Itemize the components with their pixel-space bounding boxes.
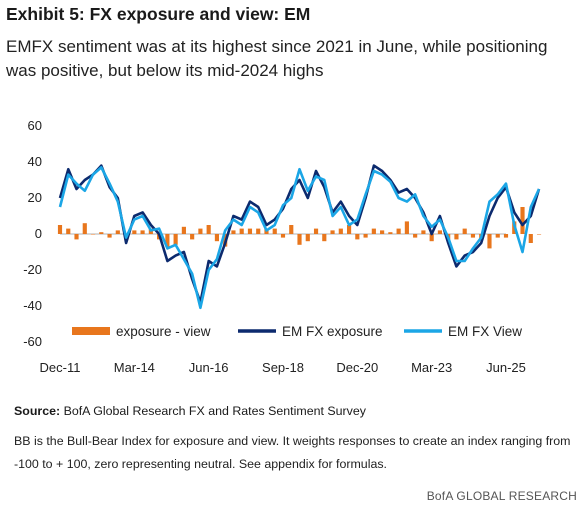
bar-exposure-minus-view bbox=[99, 232, 104, 234]
bar-exposure-minus-view bbox=[338, 228, 343, 234]
bar-exposure-minus-view bbox=[231, 230, 236, 234]
bar-exposure-minus-view bbox=[165, 234, 170, 247]
bar-exposure-minus-view bbox=[520, 207, 525, 234]
legend-em-fx-exposure-label: EM FX exposure bbox=[282, 324, 383, 339]
legend-exposure-minus-view-swatch bbox=[72, 327, 110, 335]
bar-exposure-minus-view bbox=[115, 230, 120, 234]
bar-exposure-minus-view bbox=[280, 234, 286, 238]
legend-em-fx-view-label: EM FX View bbox=[448, 324, 522, 339]
x-tick-label: Dec-20 bbox=[336, 360, 378, 375]
bar-exposure-minus-view bbox=[487, 234, 492, 249]
bar-exposure-minus-view bbox=[322, 234, 327, 242]
bar-exposure-minus-view bbox=[90, 234, 96, 235]
legend-exposure-minus-view-label: exposure - view bbox=[116, 324, 211, 339]
bar-exposure-minus-view bbox=[330, 230, 335, 234]
bar-exposure-minus-view bbox=[495, 234, 500, 238]
bar-exposure-minus-view bbox=[82, 223, 87, 234]
bar-exposure-minus-view bbox=[355, 234, 360, 240]
bar-exposure-minus-view bbox=[528, 234, 533, 243]
y-tick-label: -20 bbox=[23, 262, 42, 277]
bar-exposure-minus-view bbox=[272, 228, 277, 234]
bar-exposure-minus-view bbox=[190, 234, 195, 240]
x-tick-label: Dec-11 bbox=[40, 360, 81, 375]
x-tick-label: Jun-25 bbox=[486, 360, 526, 375]
bar-exposure-minus-view bbox=[454, 234, 459, 240]
x-tick-label: Mar-23 bbox=[411, 360, 452, 375]
bar-exposure-minus-view bbox=[206, 225, 211, 234]
bar-exposure-minus-view bbox=[437, 230, 443, 234]
x-tick-label: Mar-14 bbox=[114, 360, 155, 375]
bar-exposure-minus-view bbox=[297, 234, 302, 245]
bar-exposure-minus-view bbox=[57, 225, 63, 234]
bar-exposure-minus-view bbox=[181, 226, 186, 234]
bar-exposure-minus-view bbox=[173, 234, 178, 245]
bar-exposure-minus-view bbox=[404, 221, 409, 234]
bar-exposure-minus-view bbox=[371, 228, 376, 234]
y-tick-label: 20 bbox=[28, 190, 42, 205]
bar-exposure-minus-view bbox=[421, 230, 426, 234]
bar-exposure-minus-view bbox=[503, 234, 509, 238]
bar-exposure-minus-view bbox=[247, 228, 253, 234]
bar-exposure-minus-view bbox=[363, 234, 368, 238]
series-line-em-fx-exposure bbox=[58, 164, 541, 304]
y-tick-label: -40 bbox=[23, 298, 42, 313]
bar-exposure-minus-view bbox=[289, 225, 294, 234]
bar-exposure-minus-view bbox=[140, 230, 145, 234]
bar-exposure-minus-view bbox=[346, 225, 352, 234]
x-tick-label: Jun-16 bbox=[189, 360, 229, 375]
methodology-note: BB is the Bull-Bear Index for exposure a… bbox=[14, 434, 571, 471]
bar-exposure-minus-view bbox=[256, 228, 261, 234]
bar-exposure-minus-view bbox=[66, 228, 71, 234]
y-tick-label: 60 bbox=[28, 118, 42, 133]
bar-exposure-minus-view bbox=[239, 228, 244, 234]
fx-exposure-chart: 60 40 20 0 -20 -40 -60 Dec-11 Mar-14 Jun-16 Sep-18… bbox=[23, 118, 542, 375]
bar-exposure-minus-view bbox=[107, 234, 112, 238]
bar-exposure-minus-view bbox=[313, 228, 319, 234]
bar-exposure-minus-view bbox=[429, 234, 434, 242]
bar-exposure-minus-view bbox=[380, 230, 385, 234]
y-tick-label: 40 bbox=[28, 154, 42, 169]
bar-exposure-minus-view bbox=[413, 234, 418, 238]
bar-exposure-minus-view bbox=[536, 234, 542, 235]
bar-exposure-minus-view bbox=[470, 234, 476, 238]
chart-subtitle: EMFX sentiment was at its highest since … bbox=[6, 37, 548, 80]
bar-exposure-minus-view bbox=[198, 228, 203, 234]
source-text: BofA Global Research FX and Rates Sentim… bbox=[60, 404, 366, 418]
series-line-em-fx-view bbox=[58, 166, 541, 310]
y-tick-label: -60 bbox=[23, 334, 42, 349]
brand-footer: BofA GLOBAL RESEARCH bbox=[426, 489, 577, 503]
bar-exposure-minus-view bbox=[305, 234, 310, 242]
bar-exposure-minus-view bbox=[388, 232, 393, 234]
source-line: Source: BofA Global Research FX and Rate… bbox=[14, 404, 366, 418]
y-tick-label: 0 bbox=[35, 226, 42, 241]
bar-exposure-minus-view bbox=[462, 228, 467, 234]
bar-exposure-minus-view bbox=[396, 228, 401, 234]
x-tick-label: Sep-18 bbox=[262, 360, 304, 375]
bar-exposure-minus-view bbox=[214, 234, 220, 242]
source-label: Source: bbox=[14, 404, 61, 418]
bar-exposure-minus-view bbox=[132, 230, 137, 234]
chart-title: Exhibit 5: FX exposure and view: EM bbox=[6, 4, 311, 24]
bar-exposure-minus-view bbox=[74, 234, 79, 240]
